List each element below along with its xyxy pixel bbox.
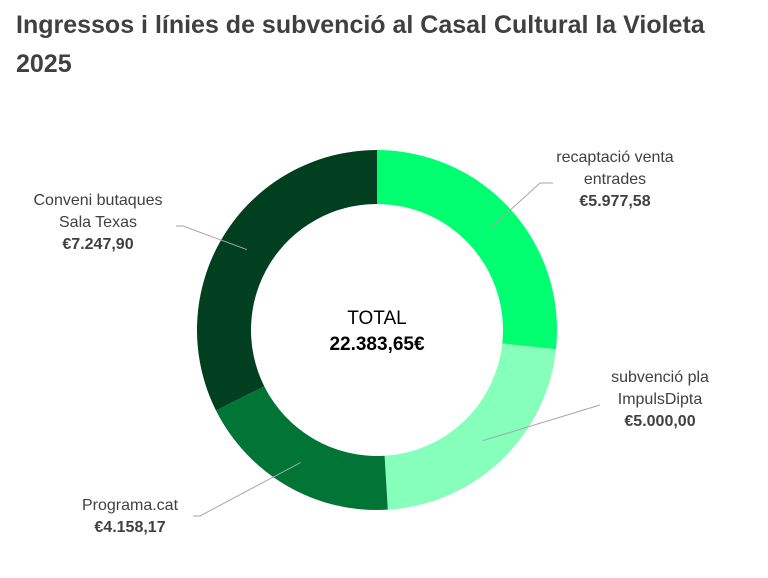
donut-slice (384, 343, 556, 510)
donut-slice (197, 150, 377, 411)
data-label-recaptacio: recaptació venta entrades €5.977,58 (555, 147, 675, 213)
label-value: €4.158,17 (94, 519, 166, 536)
label-value: €7.247,90 (62, 236, 134, 253)
label-text: Sala Texas (59, 214, 137, 231)
center-total: TOTAL 22.383,65€ (277, 306, 477, 358)
leader-line (490, 182, 553, 229)
label-text: subvenció pla (611, 369, 709, 386)
label-text: Conveni butaques (33, 192, 163, 209)
label-text: ImpulsDipta (617, 391, 703, 408)
data-label-programa: Programa.cat €4.158,17 (70, 495, 190, 539)
data-label-conveni: Conveni butaques Sala Texas €7.247,90 (28, 190, 168, 256)
center-value: 22.383,65€ (329, 334, 425, 355)
label-value: €5.000,00 (624, 413, 696, 430)
data-label-subvencio: subvenció pla ImpulsDipta €5.000,00 (600, 367, 720, 433)
label-text: recaptació venta (556, 149, 674, 166)
leader-line (193, 462, 301, 517)
label-value: €5.977,58 (579, 193, 651, 210)
leader-line (176, 225, 248, 251)
label-text: Programa.cat (81, 497, 179, 514)
label-text: entrades (583, 171, 647, 188)
leader-line (482, 404, 601, 442)
donut-slice (377, 150, 557, 350)
donut-slice (216, 386, 388, 510)
center-label: TOTAL (347, 308, 407, 329)
chart-title: Ingressos i línies de subvenció al Casal… (16, 11, 705, 78)
